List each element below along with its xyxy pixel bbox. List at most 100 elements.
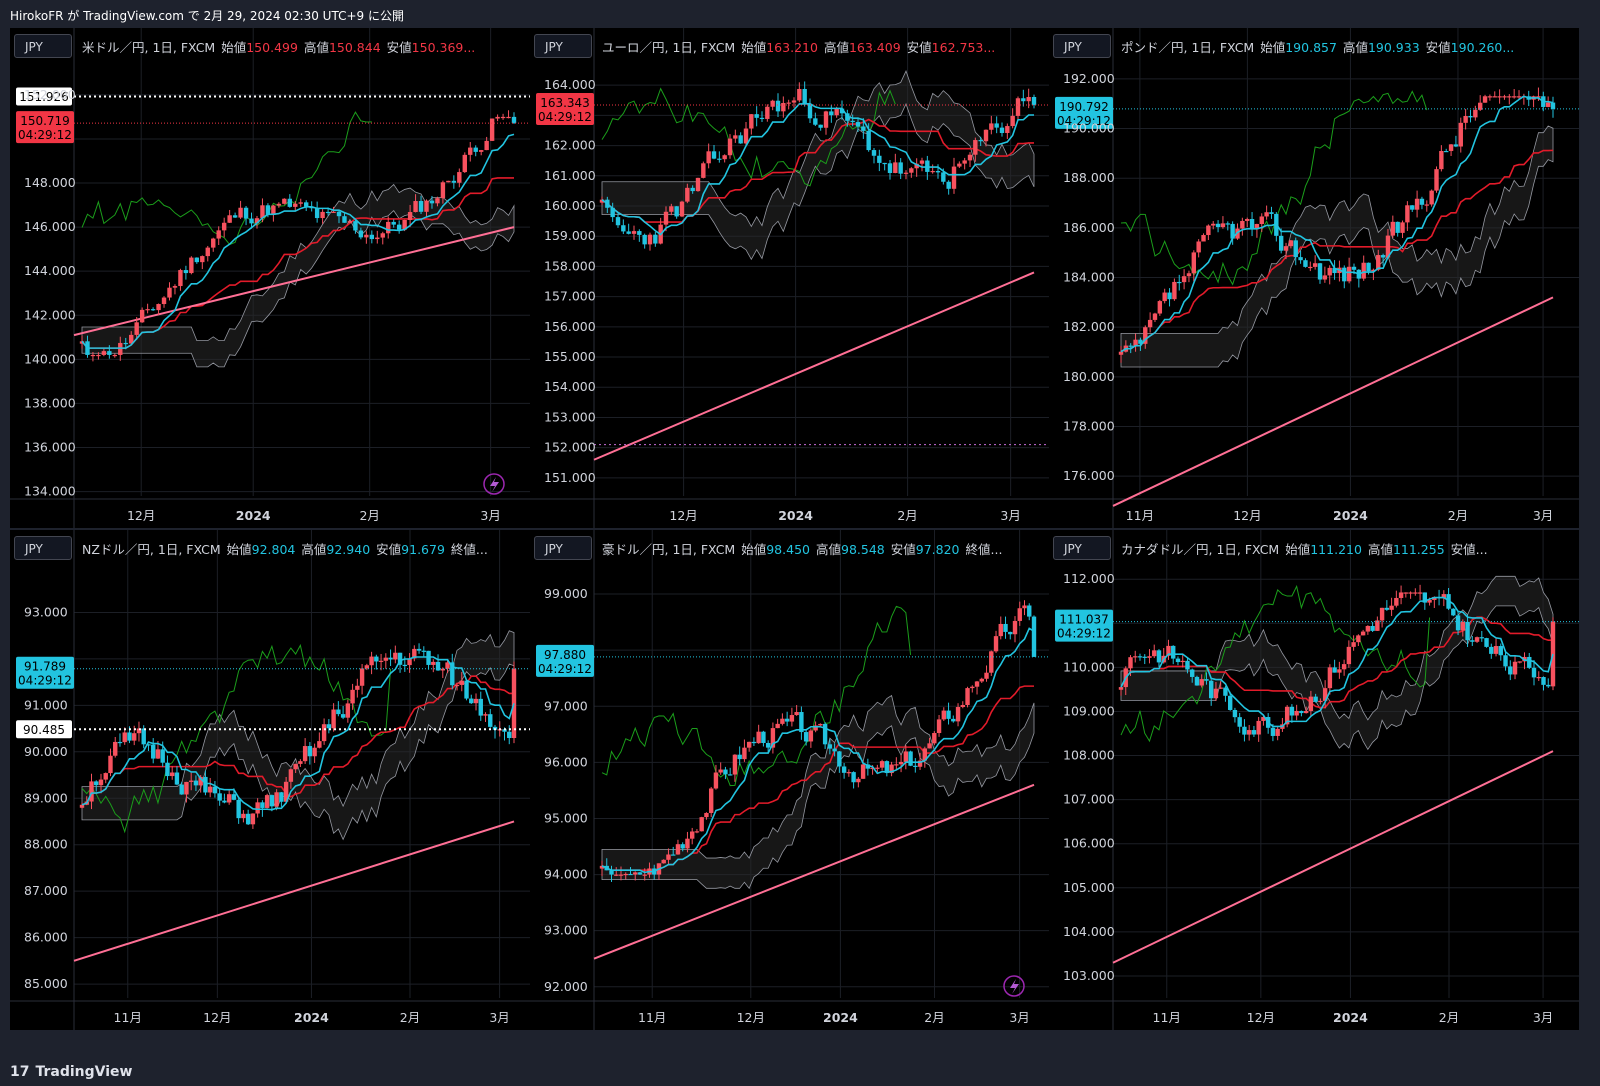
- candle-body: [1298, 257, 1303, 261]
- ohlc-label: 始値: [1260, 40, 1286, 55]
- candle-body: [1142, 656, 1147, 658]
- chart-legend[interactable]: ポンド／円, 1日, FXCM 始値190.857 高値190.933 安値190.2…: [1121, 37, 1520, 56]
- candle-body: [889, 764, 894, 774]
- candle-body: [679, 201, 685, 217]
- x-tick-label: 12月: [737, 1010, 765, 1025]
- candle-body: [1371, 269, 1376, 272]
- candle-body: [345, 703, 351, 718]
- currency-button[interactable]: JPY: [1053, 34, 1111, 58]
- currency-button[interactable]: JPY: [14, 34, 72, 58]
- candle-body: [132, 733, 137, 741]
- candle-body: [704, 812, 709, 818]
- candle-body: [145, 309, 150, 311]
- candle-body: [674, 206, 679, 217]
- y-tick-label: 180.000: [1063, 369, 1115, 384]
- candle-body: [695, 177, 701, 192]
- level-label: 151.926: [16, 87, 72, 106]
- chart-panel-2[interactable]: 163.343 04:29:12 164.000 162.000 161.000 160.…: [530, 28, 1060, 528]
- current-price-value: 111.037: [1059, 613, 1109, 627]
- candle-body: [1434, 169, 1439, 191]
- candle-body: [1385, 235, 1391, 258]
- candle-body: [302, 746, 308, 762]
- candle-body: [775, 100, 781, 112]
- ohlc-value: 190.260...: [1450, 40, 1515, 55]
- currency-button[interactable]: JPY: [14, 536, 72, 560]
- candle-body: [898, 162, 903, 174]
- brand-name: TradingView: [35, 1064, 133, 1080]
- candle-body: [1366, 262, 1371, 272]
- candle-body: [1133, 339, 1138, 347]
- y-tick-label: 136.000: [24, 440, 76, 455]
- candle-body: [473, 147, 478, 152]
- candle-body: [908, 751, 913, 766]
- y-tick-label: 144.000: [24, 263, 76, 278]
- candle-body: [1419, 198, 1425, 205]
- candle-body: [274, 792, 279, 807]
- tradingview-logo[interactable]: 17 TradingView: [10, 1064, 132, 1080]
- candle-body: [1360, 631, 1366, 636]
- ohlc-item: 終値...: [966, 542, 1003, 557]
- chart-legend[interactable]: 豪ドル／円, 1日, FXCM 始値98.450 高値98.548 安値97.820 終…: [602, 539, 1008, 558]
- y-tick-label: 105.000: [1063, 880, 1115, 895]
- chart-legend[interactable]: ユーロ／円, 1日, FXCM 始値163.210 高値163.409 安値162.7…: [602, 37, 1001, 56]
- currency-button[interactable]: JPY: [534, 34, 592, 58]
- candle-body: [298, 202, 303, 204]
- chart-panel-6[interactable]: 111.037 04:29:12 112.000 110.000 109.000 108.…: [1049, 530, 1579, 1030]
- candle-body: [1180, 660, 1185, 663]
- candle-body: [1394, 597, 1399, 606]
- chart-legend[interactable]: NZドル／円, 1日, FXCM 始値92.804 高値92.940 安値91.679…: [82, 539, 494, 558]
- candle-body: [1240, 220, 1245, 229]
- ohlc-label: 始値: [741, 542, 767, 557]
- candle-body: [813, 725, 818, 731]
- candle-body: [1147, 319, 1153, 328]
- chart-panel-4[interactable]: 90.485 91.789 04:29:12 93.000 91.000 90.000 89…: [10, 530, 540, 1030]
- candle-body: [780, 718, 785, 724]
- chart-panel-5[interactable]: 97.880 04:29:12 99.000 97.000 96.000 95.000 94…: [530, 530, 1060, 1030]
- tenkan-sen-line: [81, 656, 515, 811]
- currency-button[interactable]: JPY: [1053, 536, 1111, 560]
- candle-body: [483, 714, 488, 716]
- candle-body: [1536, 677, 1541, 679]
- candle-body: [1398, 592, 1404, 598]
- ohlc-item: 安値97.820: [891, 542, 960, 557]
- candle-body: [1008, 631, 1013, 635]
- y-tick-label: 106.000: [1063, 836, 1115, 851]
- candle-body: [250, 813, 256, 825]
- chart-legend[interactable]: 米ドル／円, 1日, FXCM 始値150.499 高値150.844 安値150.3…: [82, 37, 481, 56]
- chart-legend[interactable]: カナダドル／円, 1日, FXCM 始値111.210 高値111.255 安値...: [1121, 539, 1494, 558]
- symbol-title: カナダドル／円, 1日, FXCM: [1121, 542, 1280, 557]
- level-label-bg: [16, 720, 72, 739]
- chart-panel-1[interactable]: 151.926 150.719 04:29:12 152.000 148.000 146.…: [10, 28, 540, 528]
- candle-body: [1492, 96, 1497, 98]
- candle-body: [167, 287, 172, 298]
- ohlc-value: 98.548: [841, 542, 885, 557]
- y-tick-label: 142.000: [24, 307, 76, 322]
- candle-body: [957, 163, 962, 167]
- candle-body: [1031, 616, 1037, 657]
- candle-body: [113, 741, 118, 756]
- x-tick-label: 2月: [1439, 1010, 1459, 1025]
- chart-panel-3[interactable]: 190.792 04:29:12 192.000 190.000 188.000 186.…: [1049, 28, 1579, 528]
- currency-button[interactable]: JPY: [534, 536, 592, 560]
- lightning-icon: [483, 473, 505, 495]
- candle-body: [818, 723, 823, 726]
- candle-body: [293, 203, 298, 207]
- y-tick-label: 110.000: [1063, 659, 1115, 674]
- candle-body: [1346, 646, 1352, 665]
- candle-body: [1541, 677, 1546, 685]
- candle-body: [380, 233, 385, 238]
- candle-body: [727, 138, 733, 156]
- y-tick-label: 97.000: [544, 698, 588, 713]
- candle-body: [1138, 339, 1143, 344]
- y-tick-label: 156.000: [544, 319, 596, 334]
- candle-body: [765, 106, 770, 119]
- candle-body: [314, 208, 320, 219]
- candle-body: [599, 865, 605, 869]
- candle-body: [998, 623, 1003, 637]
- candle-body: [1473, 109, 1478, 118]
- candle-body: [282, 198, 287, 204]
- candle-body: [914, 163, 919, 169]
- candle-body: [1498, 646, 1503, 656]
